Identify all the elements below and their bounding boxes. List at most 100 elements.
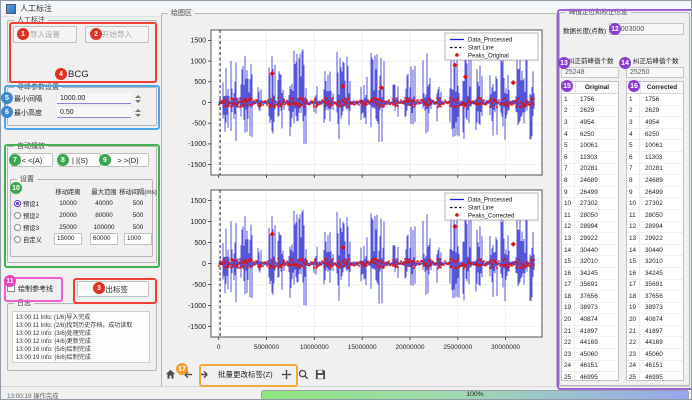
list-item[interactable]: 12 28994 <box>562 221 618 234</box>
svg-text:0: 0 <box>217 344 221 351</box>
home-icon[interactable] <box>164 368 177 381</box>
play-pause-button[interactable]: | |(S) <box>59 153 101 167</box>
preset-value-input[interactable]: 1000 <box>124 233 152 245</box>
peak-value: 27302 <box>645 200 663 208</box>
list-item[interactable]: 7 20281 <box>627 163 683 176</box>
radio-button[interactable] <box>14 211 21 219</box>
list-item[interactable]: 13 29922 <box>627 233 683 245</box>
spin-up-icon[interactable] <box>135 108 141 112</box>
radio-button[interactable] <box>14 199 21 207</box>
after-count-field[interactable]: 25250 <box>626 67 684 78</box>
list-item[interactable]: 2 2629 <box>562 105 618 118</box>
list-item[interactable]: 23 45060 <box>562 349 618 361</box>
list-item[interactable]: 19 38973 <box>562 302 618 315</box>
signal-chart-bottom[interactable]: -1500 -1000 -500 0 500 1000 1500 0 5000000 100000… <box>167 183 551 363</box>
list-item[interactable]: 1 1756 <box>627 94 683 106</box>
list-item[interactable]: 2 2629 <box>627 105 683 118</box>
list-item[interactable]: 16 34245 <box>627 267 683 280</box>
list-column-header: Original <box>584 84 610 91</box>
list-item[interactable]: 6 11303 <box>562 151 618 164</box>
list-item[interactable]: 8 24689 <box>562 175 618 187</box>
list-item[interactable]: 24 46151 <box>627 360 683 373</box>
preset-radio-row[interactable]: 预设1 <box>13 197 51 209</box>
play-back-button[interactable]: < <(A) <box>11 153 53 167</box>
export-labels-button[interactable]: 导出标签 <box>77 281 149 297</box>
list-item[interactable]: 12 28994 <box>627 221 683 234</box>
radio-button[interactable] <box>14 223 21 231</box>
list-item[interactable]: 7 20281 <box>562 163 618 176</box>
list-item[interactable]: 20 40874 <box>627 314 683 326</box>
signal-chart-top[interactable]: -1500 -1000 -500 0 500 1000 1500 Data_Processed… <box>167 23 551 181</box>
min-height-stepper[interactable] <box>133 107 143 118</box>
draw-reference-checkbox[interactable] <box>7 284 15 292</box>
list-item[interactable]: 21 41897 <box>627 325 683 338</box>
list-item[interactable]: 1 1756 <box>562 94 618 106</box>
list-item[interactable]: 11 28050 <box>627 209 683 222</box>
list-item[interactable]: 18 37656 <box>562 291 618 303</box>
preset-radio-row[interactable]: 预设2 <box>13 209 51 221</box>
list-item[interactable]: 15 32010 <box>627 256 683 268</box>
list-item[interactable]: 24 46151 <box>562 360 618 373</box>
list-item[interactable]: 25 46995 <box>627 372 683 380</box>
list-item[interactable]: 15 32010 <box>562 256 618 268</box>
save-icon[interactable] <box>314 368 327 381</box>
min-interval-input[interactable]: 1000.00 <box>57 93 131 104</box>
list-item[interactable]: 9 26499 <box>562 186 618 199</box>
peak-value: 41897 <box>645 327 663 335</box>
list-item[interactable]: 18 37656 <box>627 291 683 303</box>
spin-down-icon[interactable] <box>135 99 141 103</box>
list-item[interactable]: 8 24689 <box>627 175 683 187</box>
list-item[interactable]: 20 40874 <box>562 314 618 326</box>
list-item[interactable]: 17 35691 <box>627 279 683 292</box>
list-item[interactable]: 5 10061 <box>562 140 618 152</box>
preset-radio-row[interactable]: 自定义 <box>13 233 51 245</box>
list-item[interactable]: 25 46995 <box>562 372 618 380</box>
zoom-icon[interactable] <box>297 368 310 381</box>
min-height-input[interactable]: 0.50 <box>57 107 131 118</box>
list-item[interactable]: 23 45060 <box>627 349 683 361</box>
min-interval-stepper[interactable] <box>133 93 143 104</box>
list-item[interactable]: 4 6250 <box>562 128 618 141</box>
list-item[interactable]: 11 28050 <box>562 209 618 222</box>
list-item[interactable]: 10 27302 <box>562 198 618 210</box>
preset-radio-row[interactable]: 预设3 <box>13 221 51 233</box>
log-output[interactable]: 13:00:11 Info: (1/6)导入完成 13:00:11 Info: (… <box>12 311 150 363</box>
forward-arrow-icon[interactable] <box>198 368 211 381</box>
preset-value-input[interactable]: 15000 <box>54 233 82 245</box>
list-item[interactable]: 9 26499 <box>627 186 683 199</box>
list-item[interactable]: 4 6250 <box>627 128 683 141</box>
data-length-field[interactable]: 33003000 <box>609 23 684 35</box>
list-item[interactable]: 10 27302 <box>627 198 683 210</box>
draw-reference-label: 绘制参考线 <box>18 286 53 293</box>
list-item[interactable]: 3 4954 <box>562 117 618 129</box>
list-item[interactable]: 19 38973 <box>627 302 683 315</box>
row-index: 17 <box>627 279 640 291</box>
list-item[interactable]: 3 4954 <box>627 117 683 129</box>
list-item[interactable]: 17 35691 <box>562 279 618 292</box>
preset-value-input[interactable]: 60000 <box>90 233 118 245</box>
batch-edit-labels-toggle[interactable]: 批量更改标签(Z) <box>218 369 273 379</box>
preset-label: 预设1 <box>23 200 40 208</box>
original-peaks-list[interactable]: Original 1 1756 2 2629 3 4954 4 6250 5 10061 6 11303… <box>561 81 619 381</box>
list-item[interactable]: 6 11303 <box>627 151 683 164</box>
list-item[interactable]: 22 44169 <box>627 337 683 350</box>
list-item[interactable]: 14 30440 <box>627 244 683 257</box>
import-settings-button[interactable]: 导入设置 <box>13 26 77 43</box>
pan-icon[interactable] <box>280 368 293 381</box>
list-item[interactable]: 14 30440 <box>562 244 618 257</box>
spin-up-icon[interactable] <box>135 94 141 98</box>
before-count-field[interactable]: 25248 <box>561 67 619 78</box>
back-arrow-icon[interactable] <box>181 368 194 381</box>
row-index: 22 <box>562 337 575 349</box>
list-item[interactable]: 13 29922 <box>562 233 618 245</box>
list-item[interactable]: 22 44169 <box>562 337 618 350</box>
spin-down-icon[interactable] <box>135 113 141 117</box>
radio-button[interactable] <box>14 235 21 243</box>
list-item[interactable]: 5 10061 <box>627 140 683 152</box>
list-item[interactable]: 21 41897 <box>562 325 618 338</box>
list-item[interactable]: 16 34245 <box>562 267 618 280</box>
play-forward-button[interactable]: > >(D) <box>107 153 149 167</box>
autoplay-group-title: 自动播放 <box>14 142 48 151</box>
start-import-button[interactable]: 开始导入 <box>85 26 149 43</box>
corrected-peaks-list[interactable]: Corrected 1 1756 2 2629 3 4954 4 6250 5 10061 6 1130… <box>626 81 684 381</box>
